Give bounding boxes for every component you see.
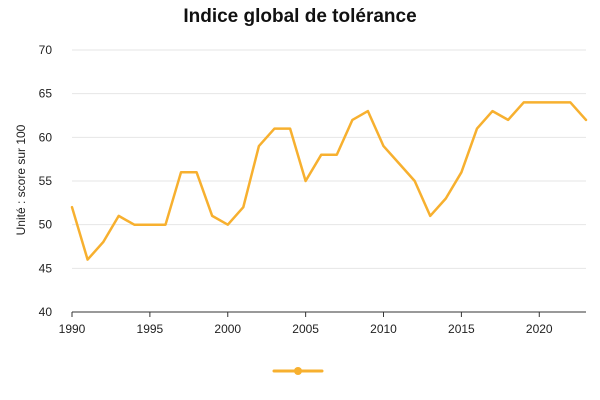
x-axis — [71, 311, 586, 317]
series-layer — [70, 101, 588, 261]
x-tick-label: 2005 — [292, 322, 319, 336]
legend — [272, 367, 324, 375]
x-tick-labels: 1990 1995 2000 2005 2010 2015 2020 — [59, 322, 553, 336]
y-tick-label: 55 — [39, 174, 53, 188]
y-tick-labels: 40 45 50 55 60 65 70 — [39, 43, 53, 319]
y-tick-label: 50 — [39, 218, 53, 232]
chart-title: Indice global de tolérance — [183, 6, 417, 27]
x-tick-label: 2000 — [214, 322, 241, 336]
y-tick-label: 40 — [39, 305, 53, 319]
y-tick-label: 65 — [39, 87, 53, 101]
y-tick-label: 60 — [39, 130, 53, 144]
x-tick-label: 2015 — [448, 322, 475, 336]
legend-marker — [294, 367, 302, 375]
grid-lines — [72, 49, 586, 269]
x-tick-label: 1990 — [59, 322, 86, 336]
y-axis-label: Unité : score sur 100 — [14, 124, 28, 235]
x-tick-label: 1995 — [137, 322, 164, 336]
x-tick-label: 2010 — [370, 322, 397, 336]
series-line — [70, 101, 588, 261]
y-tick-label: 45 — [39, 261, 53, 275]
x-tick-label: 2020 — [526, 322, 553, 336]
y-tick-label: 70 — [39, 43, 53, 57]
